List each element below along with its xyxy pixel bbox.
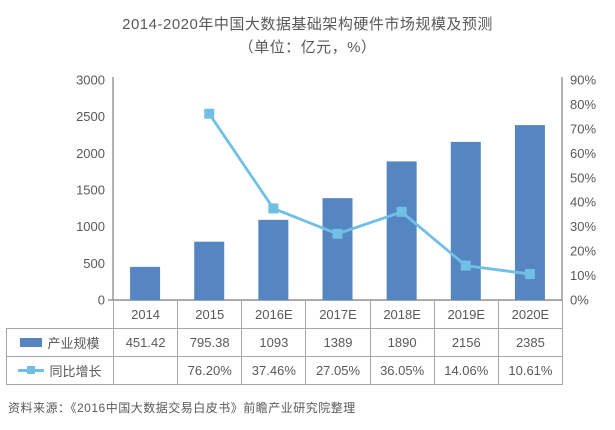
chart-title: 2014-2020年中国大数据基础架构硬件市场规模及预测: [122, 16, 493, 33]
line-marker: [204, 108, 215, 119]
table-value-cell: [112, 356, 179, 385]
table-value-cell: 795.38: [177, 328, 243, 357]
table-value-cell: 1093: [241, 328, 307, 357]
table-value-cell: 1890: [369, 328, 435, 357]
legend-cell: 同比增长: [6, 356, 114, 385]
table-year-header: 2019E: [433, 300, 499, 329]
table-year-header: 2016E: [241, 300, 307, 329]
table-value-cell: 451.42: [112, 328, 179, 357]
line-marker: [268, 203, 279, 214]
table-year-header: 2015: [177, 300, 243, 329]
table-year-header: 2018E: [369, 300, 435, 329]
table-value-cell: 37.46%: [241, 356, 307, 385]
line-marker: [524, 269, 535, 280]
line-marker: [332, 228, 343, 239]
legend-label: 同比增长: [49, 364, 102, 379]
legend-label: 产业规模: [47, 336, 100, 351]
bar-2018E: [386, 161, 417, 300]
left-axis-tick-label: 3000: [76, 73, 105, 88]
right-axis-tick-label: 10%: [570, 268, 596, 283]
left-axis-tick-label: 0: [98, 293, 105, 308]
source-note: 资料来源：《2016中国大数据交易白皮书》前瞻产业研究院整理: [8, 401, 356, 415]
legend-entry: 同比增长: [8, 361, 113, 380]
chart-subtitle: （单位：亿元，%）: [238, 39, 377, 56]
table-series-row: 产业规模 451.42 795.38 1093 1389 1890 2156 2385: [6, 328, 564, 357]
right-axis-tick-label: 0%: [570, 293, 589, 308]
right-axis-tick-label: 80%: [570, 97, 596, 112]
line-marker: [396, 206, 407, 217]
right-axis-tick-label: 40%: [570, 195, 596, 210]
legend-entry: 产业规模: [8, 333, 113, 352]
bar-legend-icon: [20, 338, 43, 347]
bar-2016E: [258, 219, 289, 300]
table-corner-cell: [7, 301, 114, 329]
table-header-row: 2014 2015 2016E 2017E 2018E 2019E 2020E: [7, 300, 564, 329]
table-year-header: 2020E: [497, 300, 564, 329]
left-axis-tick-label: 2500: [76, 109, 105, 124]
left-axis-tick-label: 500: [83, 256, 105, 271]
table-value-cell: 36.05%: [369, 356, 435, 385]
bar-2019E: [450, 141, 481, 300]
left-axis-tick-label: 2000: [76, 146, 105, 161]
table-value-cell: 76.20%: [177, 356, 243, 385]
line-marker: [460, 260, 471, 271]
table-series-row: 同比增长 76.20% 37.46% 27.05% 36.05% 14.06% 10.61%: [6, 356, 564, 385]
legend-cell: 产业规模: [6, 328, 114, 357]
right-axis-tick-label: 60%: [570, 146, 596, 161]
table-value-cell: 2385: [497, 328, 564, 357]
chart-svg: 3000 2500 2000 1500 1000 500 0 90% 80% 70% 60% 50% 4…: [76, 73, 596, 308]
line-legend-icon: [18, 366, 45, 374]
right-axis-tick-label: 30%: [570, 219, 596, 234]
right-axis-tick-label: 90%: [570, 73, 596, 88]
table-value-cell: 10.61%: [497, 356, 564, 385]
left-axis-tick-label: 1000: [76, 219, 105, 234]
right-axis-tick-label: 50%: [570, 170, 596, 185]
table-year-header: 2017E: [305, 300, 371, 329]
right-axis-tick-label: 20%: [570, 244, 596, 259]
bar-2014: [130, 266, 161, 300]
right-axis-tick-label: 70%: [570, 121, 596, 136]
growth-line: [208, 112, 531, 276]
data-table: 2014 2015 2016E 2017E 2018E 2019E 2020E 产业规模 451…: [6, 300, 564, 385]
table-value-cell: 1389: [305, 328, 371, 357]
bar-2015: [194, 241, 225, 300]
bar-2017E: [322, 198, 353, 300]
table-year-header: 2014: [112, 300, 179, 329]
table-value-cell: 2156: [433, 328, 499, 357]
left-axis-tick-label: 1500: [76, 183, 105, 198]
table-value-cell: 14.06%: [433, 356, 499, 385]
table-value-cell: 27.05%: [305, 356, 371, 385]
